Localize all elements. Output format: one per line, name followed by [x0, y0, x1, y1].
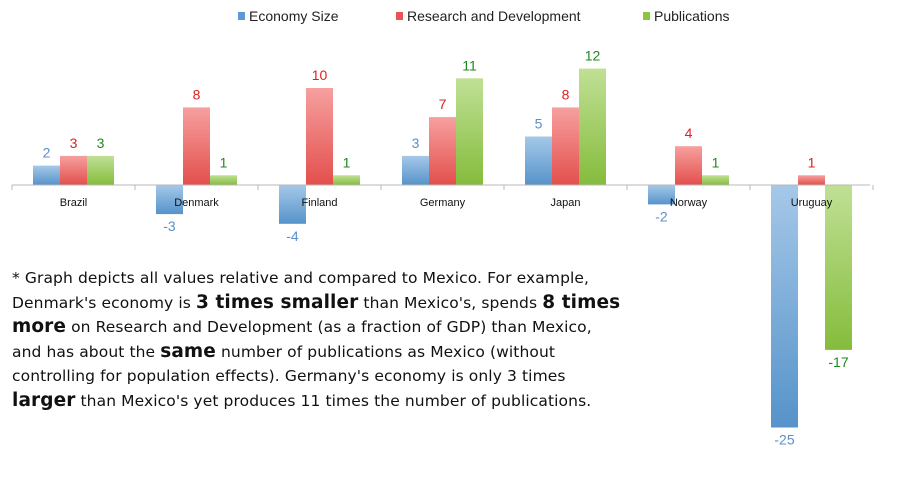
data-label: 3 [70, 135, 78, 151]
bar [702, 175, 729, 185]
data-label: 11 [462, 57, 477, 73]
legend-swatch [643, 12, 650, 20]
note-text: on Research and Development (as a fracti… [66, 318, 592, 336]
note-line-1: * Graph depicts all values relative and … [12, 269, 590, 287]
bar [402, 155, 429, 185]
footnote-text: * Graph depicts all values relative and … [12, 266, 702, 413]
data-label: -4 [286, 228, 299, 244]
category-label: Uruguay [791, 197, 833, 209]
bar [210, 175, 237, 185]
category-label: Denmark [174, 197, 219, 209]
bar [675, 146, 702, 185]
bar [306, 88, 333, 185]
bar [333, 175, 360, 185]
bar [183, 107, 210, 185]
note-text: than Mexico's, spends [358, 293, 543, 312]
note-line-4: and has about the same number of publica… [12, 340, 702, 365]
data-label: -17 [828, 354, 848, 370]
note-line-6: larger than Mexico's yet produces 11 tim… [12, 389, 702, 414]
bar [525, 136, 552, 185]
data-label: 2 [43, 145, 51, 161]
bar [579, 68, 606, 185]
bar [60, 155, 87, 185]
bars-group [33, 68, 852, 428]
data-label: -3 [163, 218, 176, 234]
note-emphasis: 3 times smaller [195, 291, 359, 313]
note-text: and has about the [12, 342, 161, 361]
category-label: Germany [420, 197, 466, 209]
legend-label: Economy Size [249, 8, 339, 24]
category-label: Finland [301, 197, 337, 209]
note-emphasis: 8 times [542, 291, 621, 313]
legend-swatch [238, 12, 245, 20]
bar [552, 107, 579, 185]
category-label: Japan [551, 197, 581, 209]
category-label: Brazil [60, 197, 88, 209]
data-label: 1 [808, 154, 816, 170]
data-label: 10 [312, 67, 328, 83]
note-text: than Mexico's yet produces 11 times the … [75, 391, 592, 410]
data-label: 1 [220, 154, 228, 170]
note-text: number of publications as Mexico (withou… [215, 342, 556, 361]
data-label: 12 [585, 48, 601, 64]
category-labels: Brazil Denmark Finland Germany Japan Norway Ur… [60, 197, 833, 209]
category-label: Norway [670, 197, 708, 209]
bar [648, 185, 675, 205]
legend-label: Publications [654, 8, 730, 24]
data-label: 3 [97, 135, 105, 151]
note-line-2: Denmark's economy is 3 times smaller tha… [12, 291, 702, 316]
legend-swatch [396, 12, 403, 20]
legend-label: Research and Development [407, 8, 581, 24]
bar [87, 155, 114, 185]
data-label: 3 [412, 135, 420, 151]
bar [429, 117, 456, 185]
note-emphasis: more [12, 316, 67, 337]
data-label: 1 [712, 154, 720, 170]
data-label: 5 [535, 116, 543, 132]
value-labels: 2 3 3 -3 8 1 -4 10 1 3 7 11 5 8 12 -2 4 1 -25 1 -17 [43, 48, 849, 448]
bar [279, 185, 306, 224]
bar [771, 185, 798, 428]
bar [825, 185, 852, 350]
note-line-5: controlling for population effects). Ger… [12, 367, 566, 385]
bar [456, 78, 483, 185]
bar [156, 185, 183, 215]
data-label: 7 [439, 96, 447, 112]
note-emphasis: larger [12, 389, 76, 411]
data-label: -2 [655, 208, 668, 224]
chart-legend: Economy Size Research and Development Publ… [238, 8, 730, 24]
bar [33, 165, 60, 185]
note-text: Denmark's economy is [12, 293, 196, 312]
bar [798, 175, 825, 185]
x-axis-ticks [11, 185, 874, 190]
note-line-3: more on Research and Development (as a f… [12, 315, 702, 340]
data-label: 1 [343, 154, 351, 170]
data-label: -25 [774, 432, 794, 448]
note-emphasis: same [160, 340, 216, 362]
data-label: 8 [562, 86, 570, 102]
data-label: 4 [685, 125, 693, 141]
data-label: 8 [193, 86, 201, 102]
